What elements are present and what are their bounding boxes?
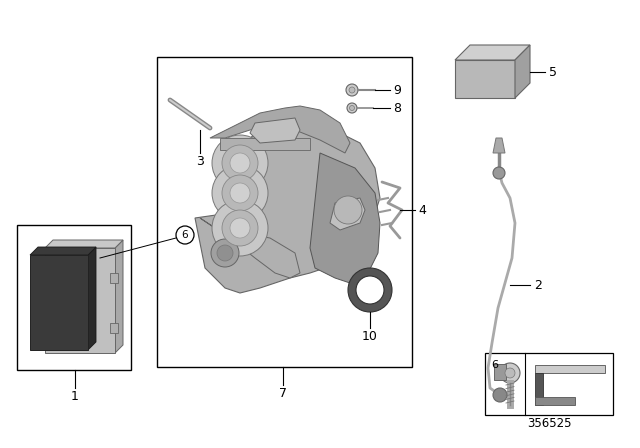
Circle shape <box>222 210 258 246</box>
Polygon shape <box>493 138 505 153</box>
Circle shape <box>500 363 520 383</box>
Polygon shape <box>515 45 530 98</box>
Circle shape <box>346 84 358 96</box>
Circle shape <box>230 218 250 238</box>
Polygon shape <box>88 247 96 350</box>
Bar <box>485 353 613 415</box>
Polygon shape <box>455 45 530 60</box>
Circle shape <box>212 200 268 256</box>
Circle shape <box>217 245 233 261</box>
Polygon shape <box>30 247 96 255</box>
Circle shape <box>211 239 239 267</box>
Bar <box>30 255 88 350</box>
Polygon shape <box>45 240 123 248</box>
Circle shape <box>347 103 357 113</box>
Text: 9: 9 <box>393 83 401 96</box>
Bar <box>17 225 131 370</box>
Circle shape <box>212 135 268 191</box>
Circle shape <box>505 368 515 378</box>
Text: 7: 7 <box>279 387 287 400</box>
Text: 4: 4 <box>418 203 426 216</box>
Text: 6: 6 <box>492 360 499 370</box>
Bar <box>157 57 412 367</box>
Text: 2: 2 <box>534 279 542 292</box>
Text: 1: 1 <box>71 389 79 402</box>
Circle shape <box>176 226 194 244</box>
Circle shape <box>230 153 250 173</box>
Polygon shape <box>250 118 300 143</box>
Polygon shape <box>535 397 575 405</box>
Polygon shape <box>330 198 365 230</box>
Text: 3: 3 <box>196 155 204 168</box>
Circle shape <box>230 183 250 203</box>
Text: 10: 10 <box>362 329 378 343</box>
Polygon shape <box>535 373 543 405</box>
Polygon shape <box>535 365 605 373</box>
Bar <box>45 248 115 353</box>
Circle shape <box>334 196 362 224</box>
Polygon shape <box>310 153 380 283</box>
Circle shape <box>212 165 268 221</box>
Text: 8: 8 <box>393 102 401 115</box>
Text: 356525: 356525 <box>527 417 572 430</box>
Polygon shape <box>195 118 380 293</box>
Circle shape <box>493 388 507 402</box>
Circle shape <box>493 167 505 179</box>
Text: 6: 6 <box>182 230 188 240</box>
Text: 5: 5 <box>549 65 557 78</box>
Bar <box>220 138 310 150</box>
Bar <box>110 273 118 283</box>
Circle shape <box>349 87 355 93</box>
Bar <box>494 364 506 380</box>
Circle shape <box>222 175 258 211</box>
Circle shape <box>349 105 355 111</box>
Polygon shape <box>455 60 515 98</box>
Polygon shape <box>200 218 300 278</box>
Polygon shape <box>115 240 123 353</box>
Bar <box>110 323 118 333</box>
Polygon shape <box>210 106 350 153</box>
Circle shape <box>222 145 258 181</box>
